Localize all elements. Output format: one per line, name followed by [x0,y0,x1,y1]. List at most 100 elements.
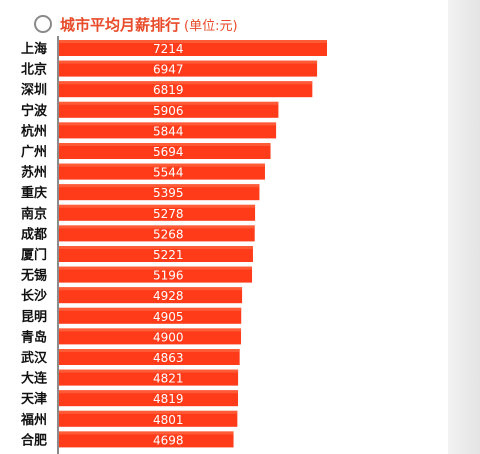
category-label: 重庆 [21,185,47,201]
bar-highlight [59,163,265,167]
bar-highlight [59,60,318,64]
bar-value-label: 4821 [153,372,184,386]
bar-value-label: 5221 [153,248,184,262]
bar-value-label: 4801 [153,413,184,427]
bar-highlight [59,204,256,208]
bar [59,122,277,139]
bar [59,287,243,304]
bar-highlight [59,143,271,146]
category-label: 无锡 [20,268,47,284]
bar-row: 天津 4819 [21,390,239,407]
bar-highlight [59,369,239,373]
bar [59,184,260,201]
bar-row: 无锡 5196 [20,266,253,284]
bar-value-label: 4863 [153,351,184,365]
bar-value-label: 7214 [153,42,184,56]
category-label: 长沙 [21,288,47,304]
bar [59,40,327,56]
bar-highlight [59,390,239,394]
bar-highlight [59,328,242,332]
category-label: 青岛 [21,329,47,345]
bar-value-label: 4928 [153,289,184,303]
bar [59,60,318,77]
bar-value-label: 5906 [153,104,184,118]
bar-highlight [59,225,255,229]
bar-row: 福州 4801 [20,410,238,428]
category-label: 成都 [21,226,47,242]
bar-highlight [59,431,234,435]
category-label: 广州 [21,144,47,160]
category-label: 昆明 [21,309,47,325]
bar-highlight [59,307,242,311]
bar-highlight [59,349,240,352]
category-label: 厦门 [21,247,47,263]
category-label: 武汉 [21,350,48,366]
category-label: 天津 [21,391,47,407]
bar-highlight [59,266,253,270]
bar [59,307,242,324]
category-label: 合肥 [21,432,47,448]
category-label: 宁波 [21,103,48,119]
bar-row: 武汉 4863 [21,349,240,366]
bar [59,431,234,448]
bar-row: 北京 6947 [21,60,318,78]
chart-unit: (单位:元) [184,18,238,34]
bar-row: 深圳 6819 [21,81,313,98]
bar-value-label: 6819 [153,83,184,97]
bar-value-label: 5694 [153,145,184,159]
category-label: 大连 [21,371,48,387]
bar [59,390,239,407]
category-label: 深圳 [21,82,47,98]
bar [59,225,255,242]
bar-row: 昆明 4905 [21,307,242,325]
category-label: 苏州 [21,165,47,181]
category-label: 南京 [21,206,47,222]
bar-highlight [59,287,243,291]
bar-highlight [59,122,277,126]
bar-highlight [59,40,327,43]
bar-row: 宁波 5906 [21,101,279,119]
category-axis [57,36,59,454]
ring-icon [34,15,52,33]
bar-value-label: 4900 [153,330,184,344]
bar [59,266,253,283]
bar-value-label: 4819 [153,392,184,406]
bar-row: 合肥 4698 [21,431,234,448]
bar [59,349,240,365]
bar [59,81,313,98]
bar-row: 长沙 4928 [21,287,243,304]
bar-row: 成都 5268 [21,225,255,242]
category-label: 福州 [20,412,47,428]
bar-highlight [59,410,238,414]
bar-value-label: 4698 [153,433,184,447]
bar-row: 杭州 5844 [21,122,277,139]
bar [59,143,271,159]
bar [59,163,265,180]
category-label: 杭州 [21,123,47,139]
bar-highlight [59,184,260,188]
bar-row: 厦门 5221 [21,246,253,263]
bar-row: 广州 5694 [21,143,271,160]
bar-value-label: 5544 [153,166,184,180]
category-label: 北京 [21,62,47,78]
bar-row: 苏州 5544 [21,163,265,181]
bar-row: 青岛 4900 [21,328,242,345]
bar [59,246,253,262]
bar [59,369,239,386]
bar-value-label: 4905 [153,310,184,324]
bar-value-label: 5268 [153,227,184,241]
bar [59,204,256,221]
bar-row: 南京 5278 [21,204,256,222]
bar-row: 重庆 5395 [21,184,260,201]
bar [59,328,242,345]
side-shadow [448,0,480,454]
bar [59,410,238,427]
bar-highlight [59,246,253,249]
bar-value-label: 5844 [153,124,184,138]
bar-value-label: 5278 [153,207,184,221]
bar-highlight [59,101,279,105]
bar-value-label: 5395 [153,186,184,200]
category-label: 上海 [21,41,47,57]
